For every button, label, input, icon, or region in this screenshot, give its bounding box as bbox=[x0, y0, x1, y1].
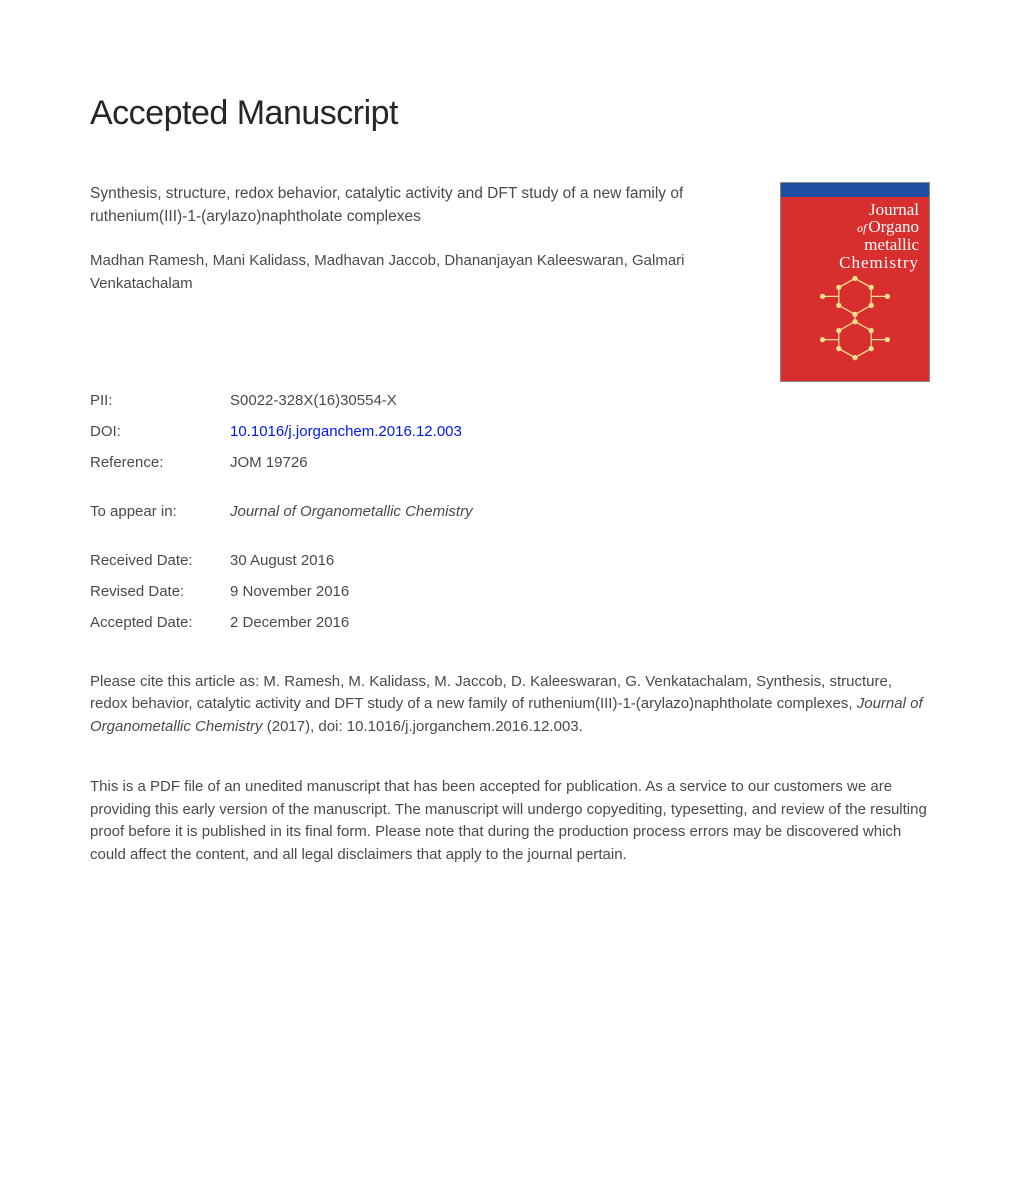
meta-row-accepted: Accepted Date: 2 December 2016 bbox=[90, 612, 930, 633]
citation-block: Please cite this article as: M. Ramesh, … bbox=[90, 671, 930, 739]
meta-value-accepted: 2 December 2016 bbox=[230, 612, 930, 633]
cover-title-line2: Organo bbox=[868, 217, 919, 236]
meta-row-reference: Reference: JOM 19726 bbox=[90, 452, 930, 473]
cover-of: of bbox=[857, 221, 866, 235]
meta-label-reference: Reference: bbox=[90, 452, 230, 473]
cover-title: Journal ofOrgano metallic Chemistry bbox=[839, 201, 919, 272]
meta-label-accepted: Accepted Date: bbox=[90, 612, 230, 633]
metadata-table: PII: S0022-328X(16)30554-X DOI: 10.1016/… bbox=[90, 390, 930, 633]
citation-prefix: Please cite this article as: M. Ramesh, … bbox=[90, 673, 892, 713]
cover-title-line3: metallic bbox=[839, 236, 919, 254]
citation-suffix: (2017), doi: 10.1016/j.jorganchem.2016.1… bbox=[263, 718, 583, 735]
authors: Madhan Ramesh, Mani Kalidass, Madhavan J… bbox=[90, 250, 756, 295]
meta-row-received: Received Date: 30 August 2016 bbox=[90, 550, 930, 571]
cover-title-line4: Chemistry bbox=[839, 254, 919, 272]
meta-label-pii: PII: bbox=[90, 390, 230, 411]
meta-row-doi: DOI: 10.1016/j.jorganchem.2016.12.003 bbox=[90, 421, 930, 442]
meta-row-revised: Revised Date: 9 November 2016 bbox=[90, 581, 930, 602]
meta-value-revised: 9 November 2016 bbox=[230, 581, 930, 602]
cover-top-band bbox=[781, 183, 929, 197]
title-block: Synthesis, structure, redox behavior, ca… bbox=[90, 182, 756, 324]
page-heading: Accepted Manuscript bbox=[90, 90, 930, 138]
meta-value-doi[interactable]: 10.1016/j.jorganchem.2016.12.003 bbox=[230, 421, 930, 442]
meta-row-pii: PII: S0022-328X(16)30554-X bbox=[90, 390, 930, 411]
meta-value-received: 30 August 2016 bbox=[230, 550, 930, 571]
meta-label-toappear: To appear in: bbox=[90, 501, 230, 522]
meta-row-toappear: To appear in: Journal of Organometallic … bbox=[90, 501, 930, 522]
meta-label-received: Received Date: bbox=[90, 550, 230, 571]
meta-label-doi: DOI: bbox=[90, 421, 230, 442]
journal-cover: Journal ofOrgano metallic Chemistry bbox=[780, 182, 930, 382]
meta-label-revised: Revised Date: bbox=[90, 581, 230, 602]
meta-value-reference: JOM 19726 bbox=[230, 452, 930, 473]
disclaimer: This is a PDF file of an unedited manusc… bbox=[90, 776, 930, 866]
header-row: Synthesis, structure, redox behavior, ca… bbox=[90, 182, 930, 382]
molecule-icon bbox=[810, 273, 900, 363]
cover-title-line1: Journal bbox=[869, 200, 919, 219]
article-title: Synthesis, structure, redox behavior, ca… bbox=[90, 182, 756, 229]
meta-value-pii: S0022-328X(16)30554-X bbox=[230, 390, 930, 411]
meta-value-toappear: Journal of Organometallic Chemistry bbox=[230, 501, 930, 522]
